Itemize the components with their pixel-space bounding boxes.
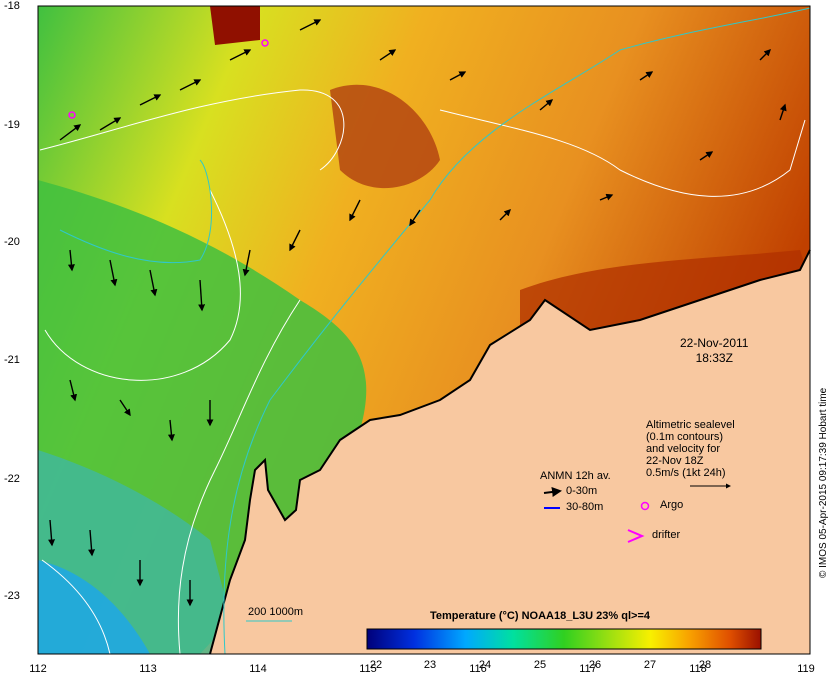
colorbar-tick: 28 [698,659,712,671]
colorbar-tick: 26 [588,659,602,671]
sealevel-contour [439,109,806,197]
legend-shallow-arrow [543,487,562,497]
warm-patch-coast [520,250,810,330]
colorbar-tick: 25 [533,659,547,671]
x-tick: 114 [249,663,267,675]
legend-drifter-icon [627,529,645,543]
timestamp: 22-Nov-2011 18:33Z [680,336,748,366]
altimetry-line: and velocity for [646,443,720,455]
velocity-arrows [48,19,787,607]
isobath-200 [59,159,212,264]
x-tick: 117 [579,663,597,675]
sealevel-contour [39,89,345,171]
altimetry-line: (0.1m contours) [646,431,724,443]
plot-frame [37,5,811,655]
altimetry-line: 22-Nov 18Z [646,455,704,467]
sealevel-contour [44,189,241,381]
y-tick: -19 [4,119,20,131]
warm-patch-north [330,84,440,189]
colorbar-tick: 23 [423,659,437,671]
altimetry-line: Altimetric sealevel [646,419,735,431]
x-tick: 118 [689,663,707,675]
colorbar-tick: 24 [478,659,492,671]
warm-patch-top [210,6,260,45]
y-tick: -21 [4,354,20,366]
legend-shallow-label: 0-30m [566,485,598,497]
anmn-title: ANMN 12h av. [540,470,611,482]
time-label: 18:33Z [695,351,733,365]
colorbar-title: Temperature (°C) NOAA18_L3U 23% ql>=4 [430,610,650,622]
coastline [209,249,811,655]
y-tick: -22 [4,473,20,485]
colorbar [366,628,762,650]
x-tick: 112 [29,663,47,675]
x-tick: 113 [139,663,157,675]
x-tick: 119 [797,663,815,675]
colorbar-tick: 22 [369,659,383,671]
legend-argo-icon [640,501,650,511]
sealevel-contour [41,559,111,655]
credit-text: © IMOS 05-Apr-2015 09:17:39 Hobart time [818,387,829,578]
plot-area [37,5,811,655]
y-tick: -18 [4,0,20,12]
sealevel-contour [177,299,301,655]
argo-marker [261,39,269,47]
colorbar-tick: 27 [643,659,657,671]
legend-isobath-label: 200 1000m [248,606,304,618]
cold-patch [38,560,150,654]
legend-argo-label: Argo [660,499,684,511]
x-tick: 116 [469,663,487,675]
y-tick: -23 [4,590,20,602]
altimetry-line: 0.5m/s (1kt 24h) [646,467,726,479]
altimetry-note: Altimetric sealevel (0.1m contours) and … [646,419,735,479]
date-label: 22-Nov-2011 [680,336,749,350]
isobath-1000 [223,7,811,655]
x-tick: 115 [359,663,377,675]
land-australia [210,250,810,654]
legend-deep-label: 30-80m [566,501,604,513]
argo-marker [68,111,76,119]
y-tick: -20 [4,236,20,248]
legend-drifter-label: drifter [652,529,681,541]
